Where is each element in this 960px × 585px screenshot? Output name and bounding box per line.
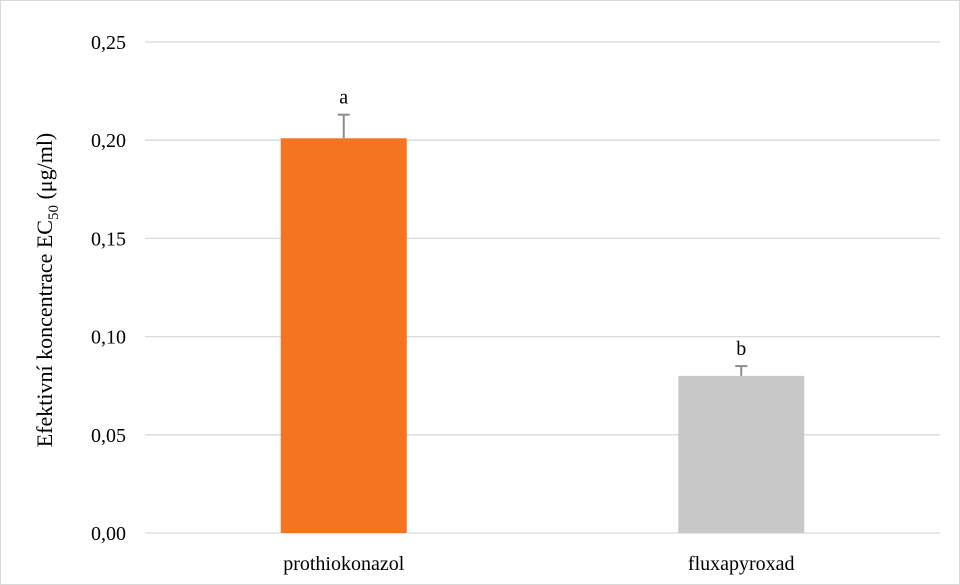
y-tick-label: 0,00 xyxy=(91,523,126,545)
significance-letter: b xyxy=(736,338,746,360)
y-axis-label-subscript: 50 xyxy=(46,205,62,220)
category-labels: prothiokonazol fluxapyroxad xyxy=(283,553,794,575)
y-tick-label: 0,15 xyxy=(91,228,126,250)
y-tick-label: 0,25 xyxy=(91,32,126,54)
y-axis-label-prefix: Efektivní koncentrace EC xyxy=(32,220,57,447)
y-axis-label: Efektivní koncentrace EC50 (μg/ml) xyxy=(32,133,62,448)
gridlines xyxy=(145,41,940,534)
y-tick-label: 0,10 xyxy=(91,327,126,349)
category-label: prothiokonazol xyxy=(283,553,405,575)
significance-letter: a xyxy=(339,87,348,109)
y-axis-label-suffix: (μg/ml) xyxy=(32,133,57,205)
y-tick-labels: 0,00 0,05 0,10 0,15 0,20 0,25 xyxy=(91,32,126,545)
significance-letters: ab xyxy=(339,87,746,360)
y-tick-label: 0,20 xyxy=(91,130,126,152)
bar xyxy=(678,375,805,533)
error-bars xyxy=(337,113,748,376)
bar xyxy=(280,138,407,533)
bars xyxy=(280,138,805,533)
category-label: fluxapyroxad xyxy=(688,553,795,575)
y-tick-label: 0,05 xyxy=(91,425,126,447)
